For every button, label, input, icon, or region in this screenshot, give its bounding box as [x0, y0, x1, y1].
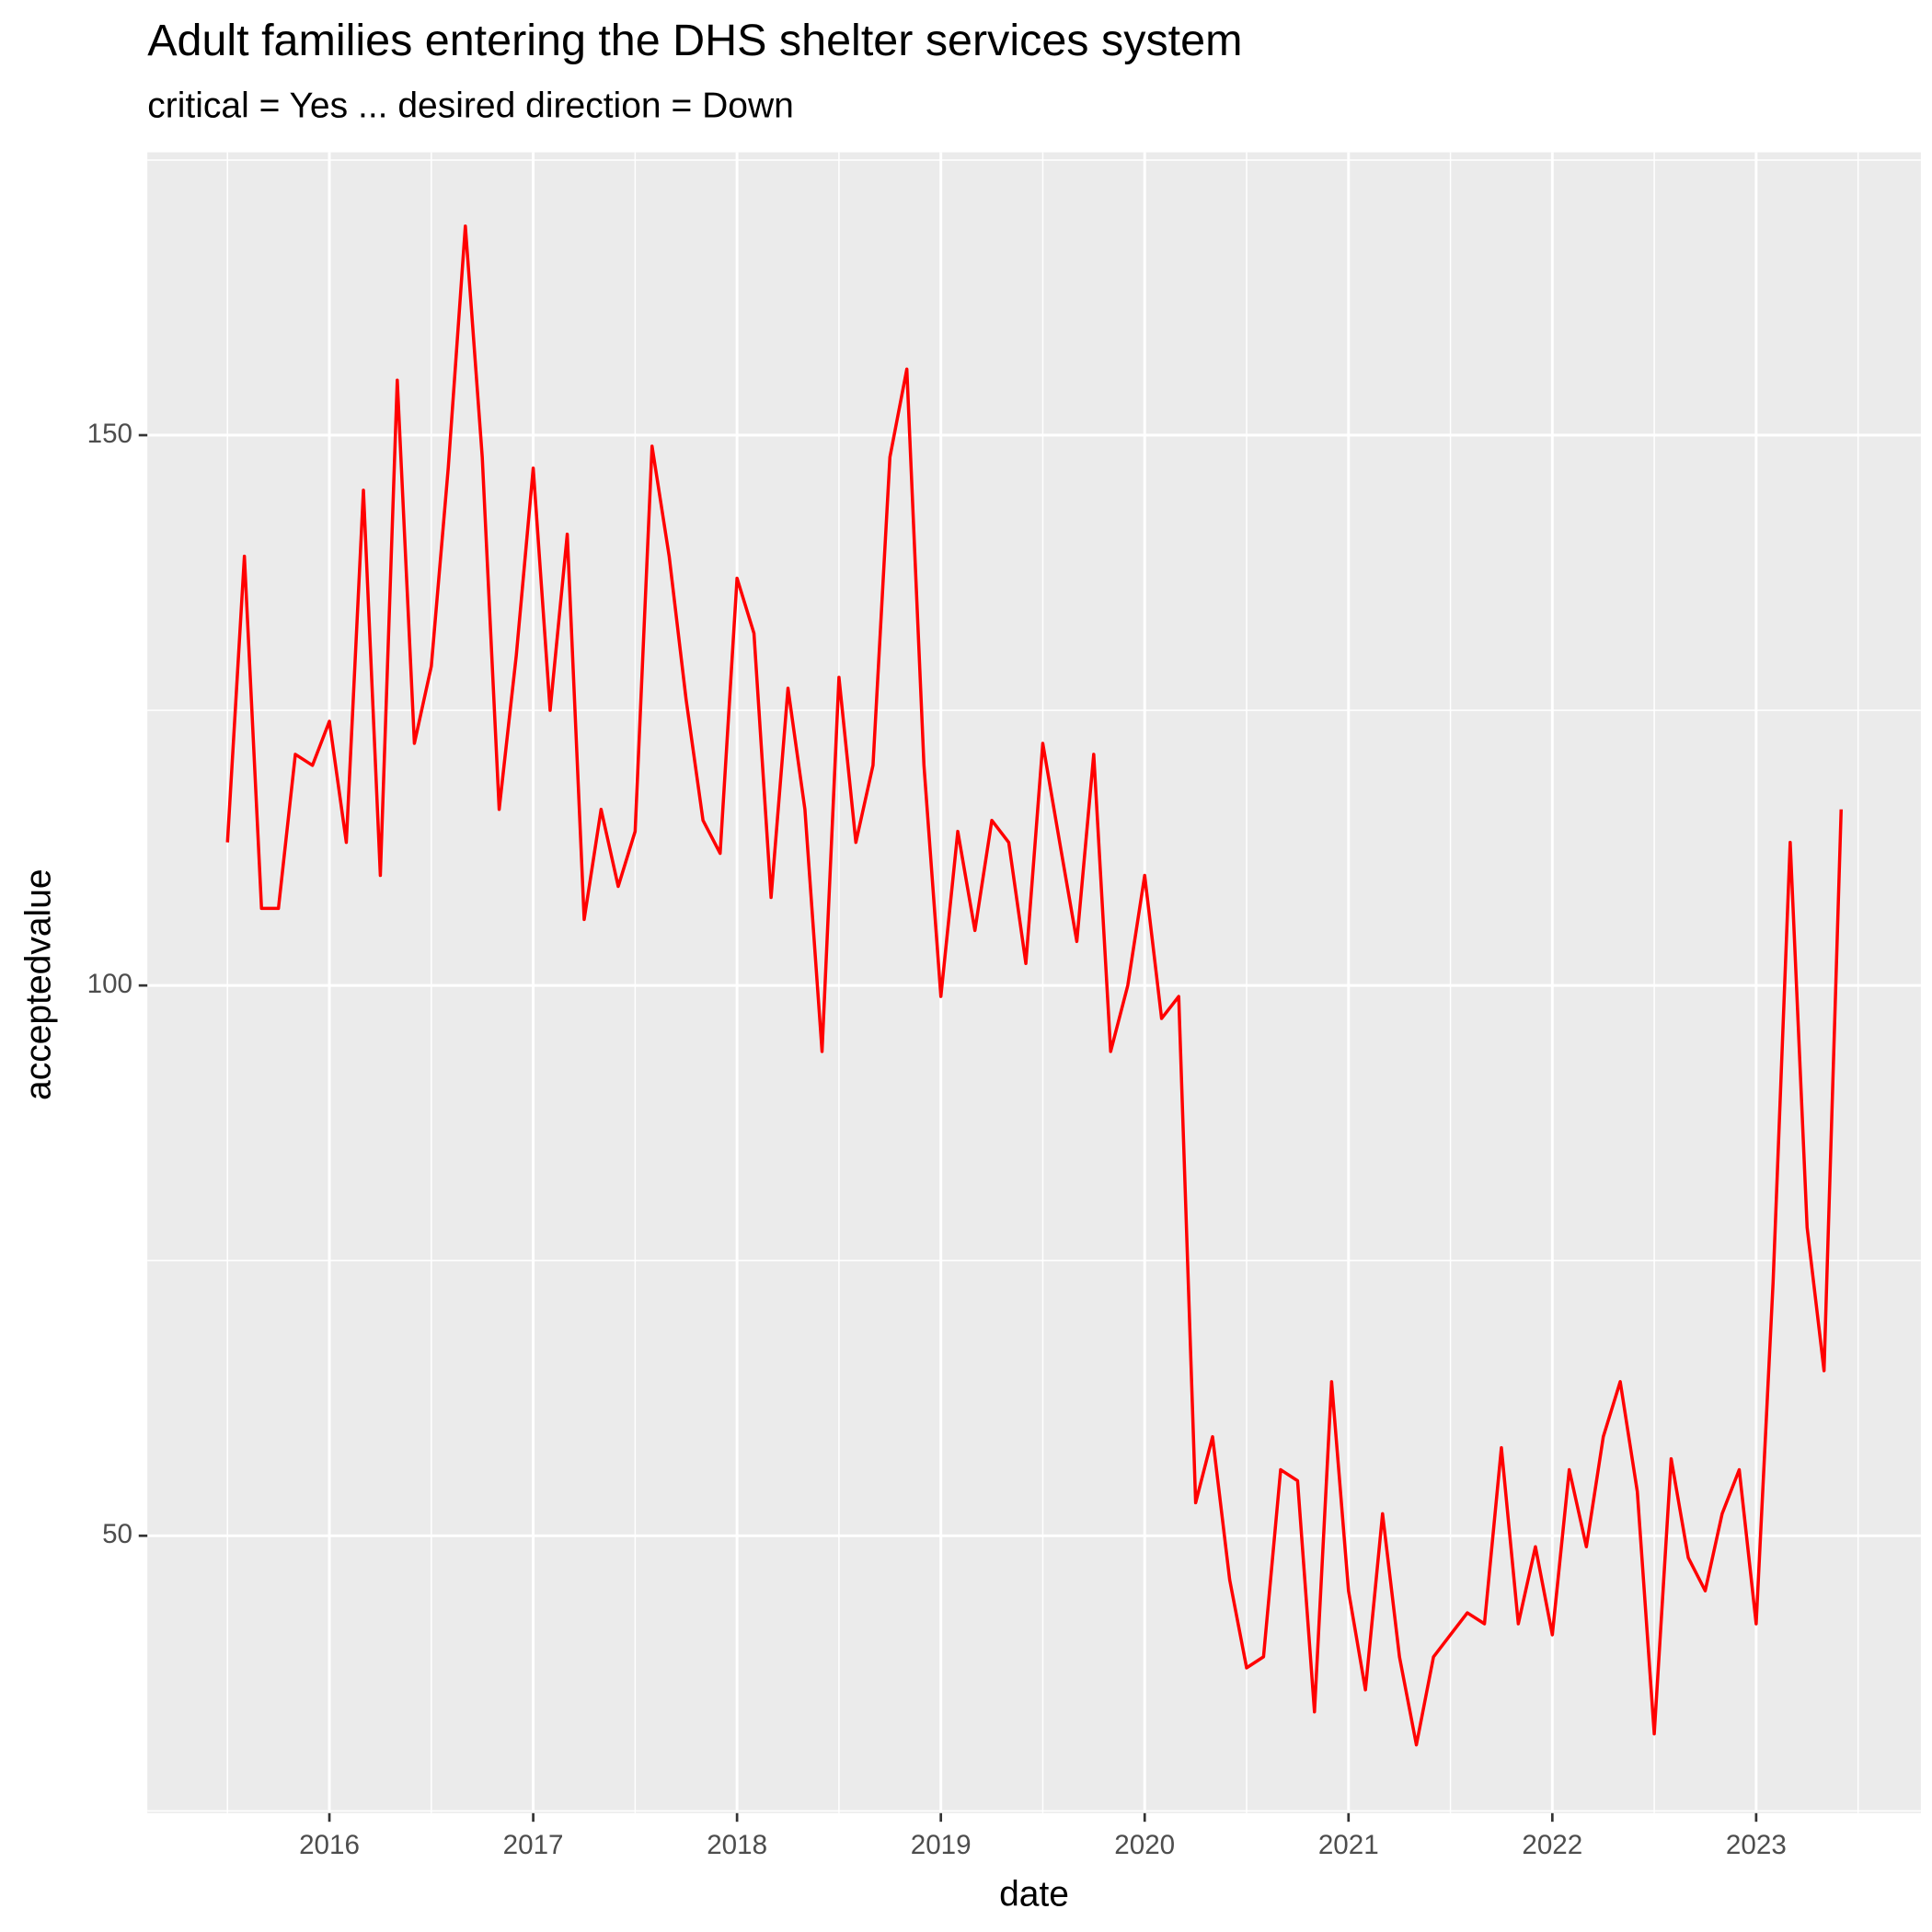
x-tick-label: 2017: [503, 1830, 564, 1860]
x-tick-label: 2021: [1318, 1830, 1379, 1860]
x-tick-label: 2020: [1114, 1830, 1175, 1860]
data-line: [225, 224, 1844, 1747]
x-tick-label: 2023: [1726, 1830, 1787, 1860]
x-axis-title: date: [999, 1874, 1069, 1914]
y-tick-label: 100: [87, 969, 132, 999]
y-axis-title: acceptedvalue: [19, 868, 59, 1100]
y-tick-label: 50: [102, 1519, 132, 1549]
x-tick-label: 2018: [707, 1830, 767, 1860]
x-tick-label: 2019: [911, 1830, 972, 1860]
x-tick-label: 2016: [299, 1830, 360, 1860]
chart-subtitle: critical = Yes ... desired direction = D…: [147, 86, 794, 125]
chart-title: Adult families entering the DHS shelter …: [147, 16, 1242, 65]
x-tick-label: 2022: [1522, 1830, 1582, 1860]
y-tick-label: 150: [87, 419, 132, 449]
